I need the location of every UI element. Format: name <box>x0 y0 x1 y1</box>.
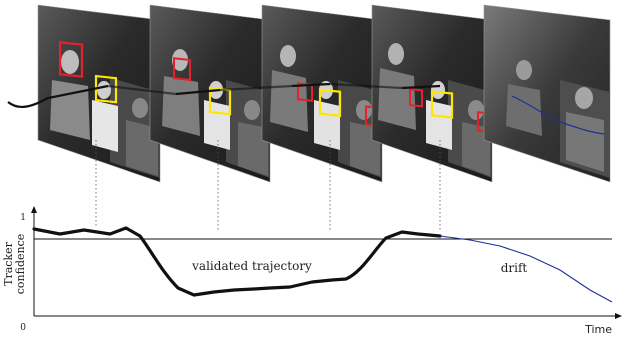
y-tick-min: 0 <box>20 323 26 333</box>
validated-trajectory-curve <box>32 226 442 297</box>
y-axis-arrow-icon <box>31 206 37 213</box>
y-tick-max: 1 <box>20 213 26 223</box>
frame-4 <box>371 4 493 183</box>
confidence-plot: 1 0 Tracker confidence Time validated tr… <box>2 206 622 336</box>
validated-box <box>430 90 454 119</box>
drop-lines <box>95 140 441 232</box>
validated-trajectory-label: validated trajectory <box>191 259 312 273</box>
drift-path <box>511 95 605 135</box>
video-frames <box>37 4 611 183</box>
y-axis-title: Tracker confidence <box>2 234 27 295</box>
trajectory-connectors <box>7 82 441 108</box>
x-axis-title: Time <box>584 323 612 336</box>
detection-box <box>409 87 423 108</box>
detection-box <box>58 41 84 78</box>
y-axis-title-line1: Tracker <box>2 241 15 285</box>
drift-label: drift <box>501 261 528 275</box>
y-axis-title-line2: confidence <box>14 234 27 295</box>
drift-curve <box>439 235 613 303</box>
x-axis-arrow-icon <box>615 313 622 319</box>
validated-box <box>318 88 342 117</box>
detection-box <box>173 57 191 82</box>
frame-2 <box>149 4 271 183</box>
frame-5 <box>483 4 611 183</box>
detection-box <box>297 82 313 102</box>
frame-1 <box>37 4 161 183</box>
frame-3 <box>261 4 383 183</box>
